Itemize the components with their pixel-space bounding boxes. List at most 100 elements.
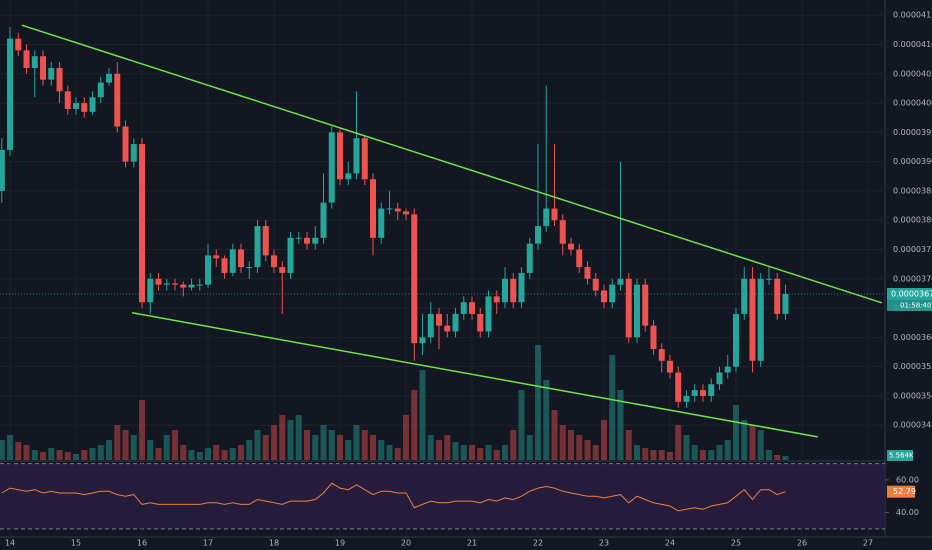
candle-body [724,366,731,373]
volume-bar [419,370,426,460]
candle-body [180,284,187,288]
candle-body [97,82,104,98]
volume-bar [658,450,665,460]
candle-body [81,103,88,112]
candle-body [419,337,426,344]
y-tick-label: 0.00004050 [893,69,932,78]
volume-bar [650,450,657,460]
candle-body [691,390,698,396]
candle-body [345,173,352,180]
candle-body [642,284,649,326]
candle-body [699,390,706,396]
volume-bar [130,435,137,460]
countdown-box [887,300,932,312]
y-tick-label: 0.00004150 [893,11,932,20]
volume-bar [551,410,558,460]
candle-body [7,38,14,150]
volume-bar [238,445,245,460]
candle-body [188,284,195,288]
candle-body [64,91,71,109]
volume-bar [172,430,179,460]
x-tick-label: 23 [599,539,609,548]
rsi-box [887,485,915,498]
candle-body [122,126,129,162]
volume-bar [205,448,212,460]
volume-bar [427,435,434,460]
volume-bar [97,445,104,460]
candle-body [229,249,236,273]
volume-bar [386,445,393,460]
volume-bar [592,445,599,460]
volume-bar [320,425,327,460]
candle-body [666,360,673,373]
volume-bar [304,430,311,460]
rsi-tick-label: 40.00 [896,508,919,517]
candle-body [287,237,294,273]
candle-body [675,372,682,402]
candle-body [765,278,772,280]
countdown-label: 01:58:40 [900,302,931,310]
candle-body [633,284,640,338]
y-tick-label: 0.00003750 [893,245,932,254]
volume-bar [287,420,294,460]
volume-bar [40,452,47,460]
x-tick-label: 25 [731,539,741,548]
volume-bar [279,415,286,460]
y-tick-label: 0.00003600 [893,333,932,342]
candle-body [477,313,484,332]
volume-bar [15,442,22,460]
volume-bar [609,355,616,460]
volume-bar [403,415,410,460]
volume-bar [337,435,344,460]
last-price-label: 0.00003674 [891,290,932,299]
x-tick-label: 27 [863,539,873,548]
volume-bar [782,456,789,460]
volume-bar [683,435,690,460]
volume-bar [394,448,401,460]
candle-body [732,313,739,367]
candle-body [567,243,574,250]
volume-bar [452,442,459,460]
candle-body [353,138,360,174]
candle-body [262,226,269,256]
candle-body [757,278,764,361]
volume-bar [370,435,377,460]
y-tick-label: 0.00003700 [893,274,932,283]
volume-bar [436,440,443,460]
volume-bar [73,454,80,460]
volume-bar [666,452,673,460]
volume-bar [559,425,566,460]
y-tick-label: 0.00004100 [893,40,932,49]
volume-bar [600,420,607,460]
y-tick-label: 0.00003450 [893,421,932,430]
y-tick-label: 0.00003850 [893,186,932,195]
candle-body [295,237,302,239]
candle-body [304,237,311,244]
volume-bar [0,440,5,460]
trend-line [131,312,818,438]
volume-bar [353,425,360,460]
volume-bar [518,390,525,460]
volume-bar [708,450,715,460]
volume-bar [633,445,640,460]
candle-body [600,290,607,303]
volume-bar [510,430,517,460]
candle-body [403,211,410,215]
candle-body [106,73,113,83]
candle-body [238,249,245,268]
volume-bar [411,390,418,460]
candle-body [246,267,253,269]
volume-bar [543,380,550,460]
volume-bar [567,430,574,460]
candle-body [15,38,22,51]
volume-bar [460,445,467,460]
volume-bar [147,440,154,460]
candle-body [617,278,624,285]
volume-bar [741,420,748,460]
candle-body [444,325,451,332]
volume-bar [271,425,278,460]
candle-body [436,313,443,326]
volume-bar [493,450,500,460]
volume-bar [163,435,170,460]
